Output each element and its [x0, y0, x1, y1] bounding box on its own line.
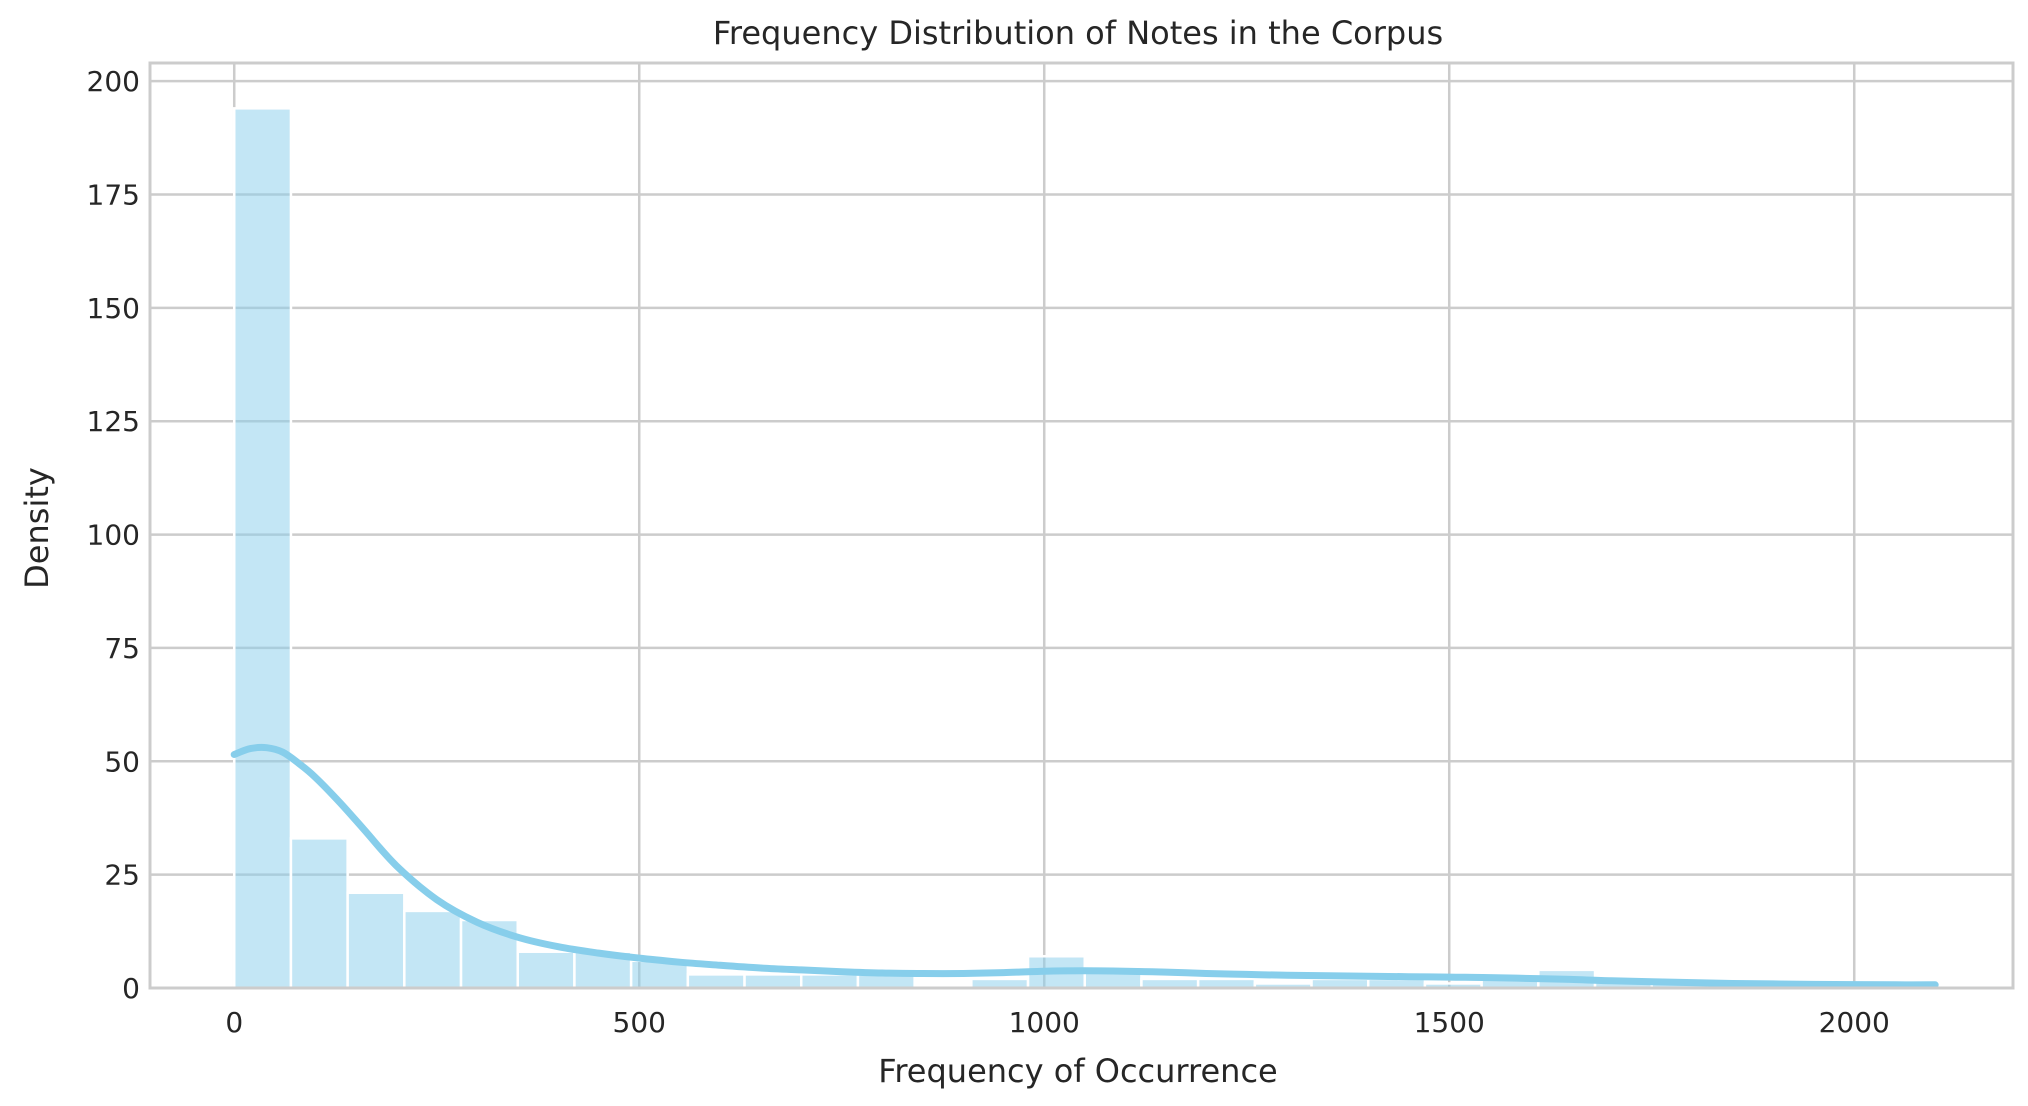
kde-line	[230, 743, 1939, 989]
y-tick-label: 25	[104, 859, 140, 892]
y-tick-label: 200	[87, 65, 140, 98]
histogram-bar	[743, 973, 803, 990]
kde-curve	[230, 743, 1939, 989]
histogram-bar	[686, 973, 746, 990]
x-tick-label: 0	[225, 1006, 243, 1039]
histogram-bar	[232, 107, 293, 990]
y-axis-label: Density	[18, 467, 56, 589]
y-tick-label: 100	[87, 519, 140, 552]
chart-title: Frequency Distribution of Notes in the C…	[713, 14, 1443, 52]
y-tick-label: 0	[122, 972, 140, 1005]
x-axis-label: Frequency of Occurrence	[878, 1052, 1277, 1090]
y-tick-label: 175	[87, 178, 140, 211]
y-tick-label: 50	[104, 745, 140, 778]
y-tick-label: 75	[104, 632, 140, 665]
histogram-bar	[403, 909, 463, 990]
histogram-bar	[289, 837, 349, 990]
plot-frame	[148, 61, 2015, 990]
x-tick-label: 1500	[1414, 1006, 1485, 1039]
histogram-bar	[346, 891, 406, 990]
y-tick-label: 150	[87, 292, 140, 325]
x-tick-label: 1000	[1009, 1006, 1080, 1039]
x-axis-ticks: 0 500 1000 1500 2000	[225, 1006, 1890, 1039]
x-tick-label: 500	[613, 1006, 666, 1039]
histogram-bar	[516, 950, 576, 990]
gridlines	[150, 63, 2013, 990]
y-axis-ticks: 0 25 50 75 100 125 150 175 200	[87, 65, 140, 1005]
x-tick-label: 2000	[1819, 1006, 1890, 1039]
histogram-bar	[799, 973, 860, 990]
y-tick-label: 125	[87, 405, 140, 438]
